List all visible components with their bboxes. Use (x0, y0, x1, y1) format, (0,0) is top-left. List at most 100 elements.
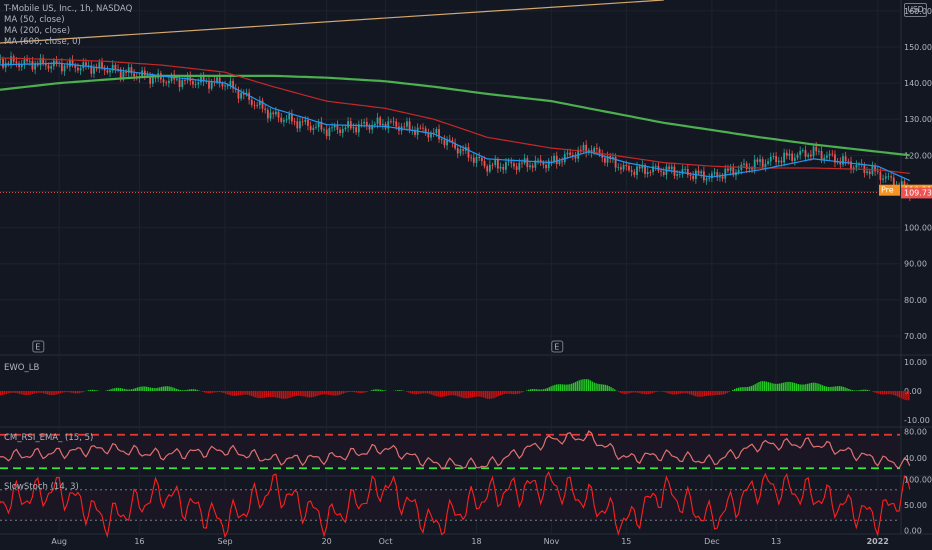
ewo-bar (436, 391, 438, 397)
ewo-bar (460, 391, 462, 398)
ewo-bar (600, 384, 603, 391)
candle-body (440, 139, 443, 141)
ewo-bar (518, 391, 520, 394)
ewo-bar (741, 387, 743, 391)
ewo-axis-tick: 0.00 (904, 387, 922, 396)
ewo-bar (175, 388, 178, 391)
currency-badge[interactable]: USD (904, 3, 927, 17)
candle-body (69, 59, 71, 67)
ewo-bar (541, 389, 543, 391)
ewo-bar (591, 381, 594, 391)
candle-body (167, 80, 170, 83)
ewo-bar (344, 391, 346, 393)
ewo-bar (752, 385, 755, 391)
candle-body (815, 146, 818, 152)
symbol-title[interactable]: T-Mobile US, Inc., 1h, NASDAQ (4, 4, 133, 14)
candle-body (280, 117, 283, 122)
ewo-bar (559, 384, 562, 391)
candle-body (277, 111, 280, 118)
candle-body (692, 175, 695, 180)
ewo-bar (625, 391, 627, 395)
ewo-bar (331, 391, 333, 396)
price-axis-tick: 90.00 (904, 260, 927, 269)
ewo-bar (878, 391, 880, 394)
rsi-pane-label[interactable]: CM_RSI_EMA_ (15, 5) (4, 433, 94, 443)
ewo-bar (894, 391, 897, 396)
candle-body (547, 160, 550, 169)
legend-ma50[interactable]: MA (50, close) (4, 15, 65, 25)
ewo-bar (54, 391, 56, 395)
ewo-bar (586, 379, 588, 391)
ewo-bar (421, 391, 423, 394)
ewo-bar (449, 391, 451, 396)
ewo-bar (381, 390, 384, 391)
candle-body (604, 157, 606, 163)
candle-body (376, 117, 379, 124)
ewo-bar (529, 389, 532, 391)
candle-body (593, 147, 596, 153)
ewo-axis-tick: 10.00 (904, 358, 927, 367)
ewo-bar (718, 391, 721, 395)
ewo-bar (372, 389, 374, 391)
ewo-bar (183, 390, 185, 391)
ewo-bar (340, 391, 343, 395)
candle-body (317, 121, 320, 128)
candle-body (352, 127, 355, 129)
candle-body (355, 127, 358, 133)
ewo-bar (29, 391, 32, 395)
ewo-bar (52, 391, 54, 396)
ewo-bar (357, 391, 359, 393)
candle-body (842, 156, 844, 165)
ewo-bar (627, 391, 629, 394)
candle-body (638, 166, 641, 169)
ewo-bar (1, 391, 4, 395)
candle-body (697, 170, 700, 174)
ewo-bar (376, 389, 378, 391)
ewo-bar (814, 382, 816, 391)
ewo-bar (844, 387, 846, 391)
ewo-bar (520, 391, 522, 393)
ewo-bar (419, 391, 421, 394)
ewo-bar (702, 391, 704, 397)
ewo-bar (20, 391, 22, 395)
candle-body (531, 165, 534, 168)
candle-body (82, 62, 85, 69)
ewo-bar (584, 379, 586, 391)
ewo-bar (269, 391, 271, 397)
ewo-bar (153, 388, 155, 391)
candle-body (387, 121, 390, 129)
candle-body (28, 60, 31, 62)
ewo-bar (750, 385, 753, 391)
candle-body (772, 156, 775, 157)
ewo-bar (61, 391, 64, 393)
stoch-pane-label[interactable]: SlowStoch (14, 3) (4, 482, 79, 492)
ewo-bar (645, 391, 648, 395)
ewo-bar (262, 391, 264, 399)
candle-body (759, 159, 761, 162)
legend-ma200[interactable]: MA (200, close) (4, 26, 71, 36)
ewo-bar (454, 391, 457, 396)
ewo-pane-label[interactable]: EWO_LB (4, 363, 40, 373)
candle-body (595, 147, 598, 149)
ewo-bar (14, 391, 17, 393)
legend-ma600[interactable]: MA (600, close, 0) (4, 37, 81, 47)
ewo-bar (629, 391, 631, 394)
price-axis-tick: 140.00 (904, 79, 932, 88)
ewo-bar (762, 381, 764, 391)
ewo-bar (887, 391, 889, 395)
time-axis-tick: Nov (544, 537, 560, 546)
ewo-bar (370, 390, 373, 391)
candle-body (545, 164, 547, 169)
candle-body (777, 160, 780, 163)
candle-body (71, 59, 74, 66)
candle-body (422, 127, 424, 129)
ewo-bar (604, 384, 607, 391)
ewo-bar (256, 391, 258, 398)
ewo-bar (292, 391, 294, 397)
ewo-bar (797, 384, 800, 391)
ewo-bar (810, 382, 813, 391)
candle-body (620, 167, 622, 170)
ewo-bar (827, 386, 829, 391)
ewo-bar (799, 384, 801, 391)
